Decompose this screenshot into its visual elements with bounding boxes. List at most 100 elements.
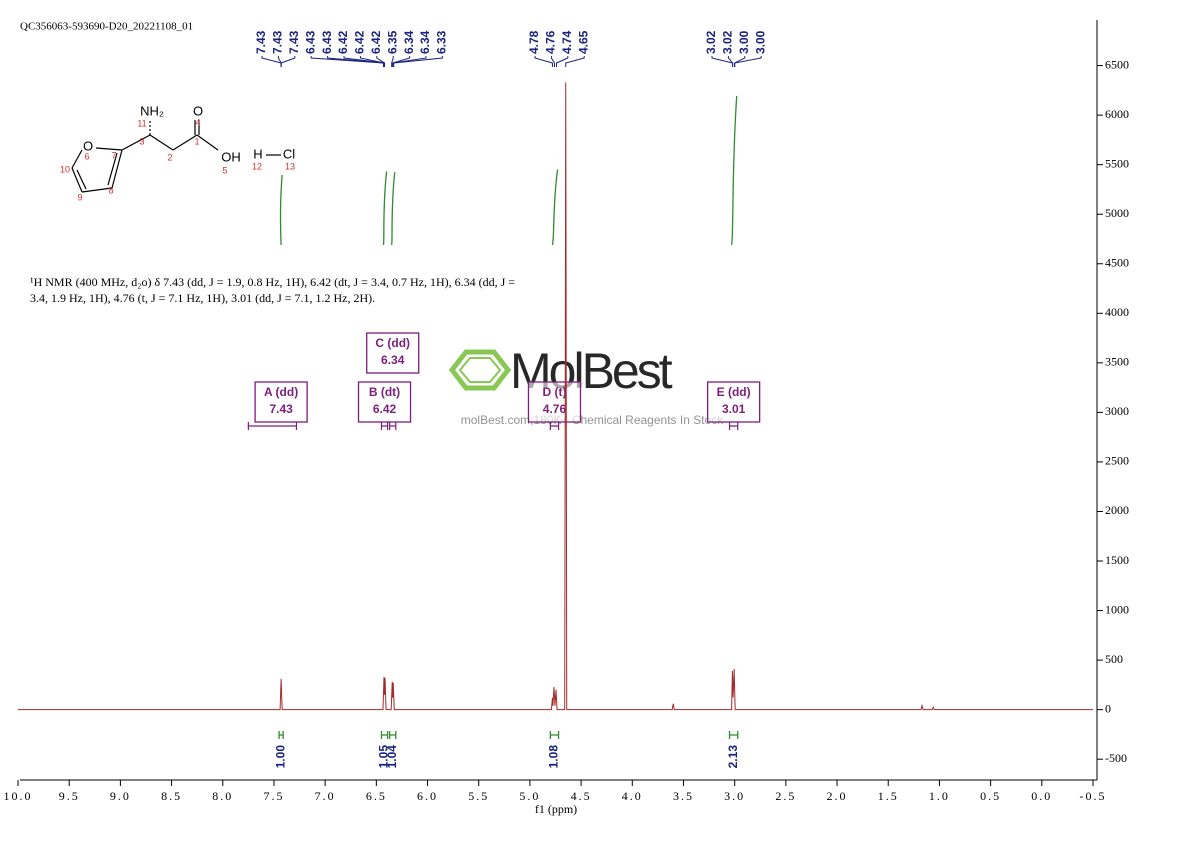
x-tick-label: 5.0	[519, 789, 540, 803]
integral-label: 2.13	[726, 745, 740, 769]
y-tick-label: 1000	[1105, 602, 1129, 616]
multiplet-box	[366, 332, 420, 374]
integral-curve	[382, 171, 388, 246]
integral-bracket	[728, 731, 739, 739]
multiplet-bracket	[728, 422, 739, 430]
watermark-logo	[458, 357, 502, 383]
atom-number: 5	[222, 165, 227, 175]
atom-number: 1	[194, 136, 199, 146]
integral-label: 1.04	[385, 745, 399, 769]
peak-label: 3.00	[753, 30, 767, 54]
multiplet-bracket	[389, 422, 397, 430]
bond	[95, 147, 123, 151]
atom-label: NH₂	[140, 103, 164, 118]
x-tick-label: 7.5	[263, 789, 284, 803]
multiplet-label: C (dd)	[375, 336, 410, 350]
multiplet-label: E (dd)	[717, 385, 751, 399]
integral-label: 1.08	[547, 745, 561, 769]
x-tick-label: 10.0	[4, 789, 33, 803]
multiplet-shift: 6.34	[381, 353, 405, 367]
integral-curve	[279, 174, 283, 246]
bond	[196, 134, 219, 151]
x-axis-label: f1 (ppm)	[535, 802, 577, 816]
x-tick-label: 1.5	[878, 789, 899, 803]
y-tick-label: -500	[1105, 751, 1127, 765]
peak-label: 6.42	[336, 30, 350, 54]
peak-connector	[392, 56, 427, 67]
integral-bracket	[278, 731, 284, 739]
y-tick-label: 2500	[1105, 454, 1129, 468]
bond	[71, 149, 83, 169]
x-tick-label: 9.0	[110, 789, 131, 803]
peak-label: 4.76	[544, 30, 558, 54]
peak-connector	[391, 56, 394, 67]
atom-number: 12	[252, 161, 262, 171]
multiplet-box	[527, 381, 582, 423]
multiplet-shift: 7.43	[269, 402, 293, 416]
peak-label: 6.33	[435, 30, 449, 54]
y-tick-label: 0	[1105, 701, 1111, 715]
y-tick-label: 5000	[1105, 206, 1129, 220]
x-tick-label: 0.5	[980, 789, 1001, 803]
x-tick-label: 0.0	[1031, 789, 1052, 803]
bond	[149, 134, 174, 151]
y-tick-label: 6000	[1105, 107, 1129, 121]
atom-label: OH	[221, 149, 241, 164]
peak-label: 6.42	[369, 30, 383, 54]
x-tick-label: 5.5	[468, 789, 489, 803]
atom-number: 13	[285, 161, 295, 171]
peak-label: 6.35	[385, 30, 399, 54]
atom-number: 2	[167, 152, 172, 162]
atom-label: O	[83, 138, 93, 153]
peak-connector	[376, 56, 386, 67]
atom-number: 4	[195, 117, 200, 127]
multiplet-label: B (dt)	[369, 385, 400, 399]
peak-label: 3.02	[721, 30, 735, 54]
description: ¹H NMR (400 MHz, d₂o) δ 7.43 (dd, J = 1.…	[30, 275, 515, 289]
atom-number: 6	[84, 151, 89, 161]
atom-number: 11	[137, 118, 146, 128]
y-tick-label: 4500	[1105, 256, 1129, 270]
x-tick-label: 8.0	[212, 789, 233, 803]
atom-label: Cl	[283, 146, 295, 161]
peak-connector	[556, 56, 569, 67]
spectrum-line	[18, 82, 1093, 711]
peak-connector	[565, 56, 585, 67]
peak-label: 6.42	[353, 30, 367, 54]
multiplet-box	[357, 381, 412, 423]
y-tick-label: 3500	[1105, 355, 1129, 369]
peak-connector	[393, 56, 443, 67]
y-tick-label: 500	[1105, 652, 1123, 666]
peak-connector	[280, 56, 296, 67]
multiplet-shift: 6.42	[373, 402, 397, 416]
x-tick-label: 7.0	[315, 789, 336, 803]
atom-number: 3	[139, 136, 144, 146]
integral-label: 1.00	[273, 745, 287, 769]
x-tick-label: 6.0	[417, 789, 438, 803]
peak-connector	[727, 56, 734, 67]
y-tick-label: 2000	[1105, 503, 1129, 517]
integral-bracket	[388, 731, 397, 739]
peak-connector	[327, 56, 384, 67]
peak-label: 3.00	[737, 30, 751, 54]
peak-label: 4.65	[576, 30, 590, 54]
bond	[172, 134, 198, 151]
y-tick-label: 5500	[1105, 156, 1129, 170]
chart-title: QC356063-593690-D20_20221108_01	[20, 21, 193, 33]
peak-label: 6.34	[402, 30, 416, 54]
multiplet-box	[706, 381, 761, 423]
x-tick-label: 4.5	[571, 789, 592, 803]
multiplet-bracket	[380, 422, 389, 430]
atom-number: 10	[60, 164, 70, 174]
integral-curve	[390, 172, 396, 246]
description: 3.4, 1.9 Hz, 1H), 4.76 (t, J = 7.1 Hz, 1…	[30, 291, 375, 305]
bond	[76, 169, 87, 190]
atom-number: 7	[111, 150, 116, 160]
x-tick-label: 6.5	[366, 789, 387, 803]
x-tick-label: 1.0	[929, 789, 950, 803]
x-tick-label: -0.5	[1080, 789, 1107, 803]
watermark-text: molBest.com,180K+ Chemical Reagents In S…	[461, 413, 724, 427]
integral-label: 1.05	[377, 745, 391, 769]
multiplet-label: A (dd)	[264, 385, 298, 399]
